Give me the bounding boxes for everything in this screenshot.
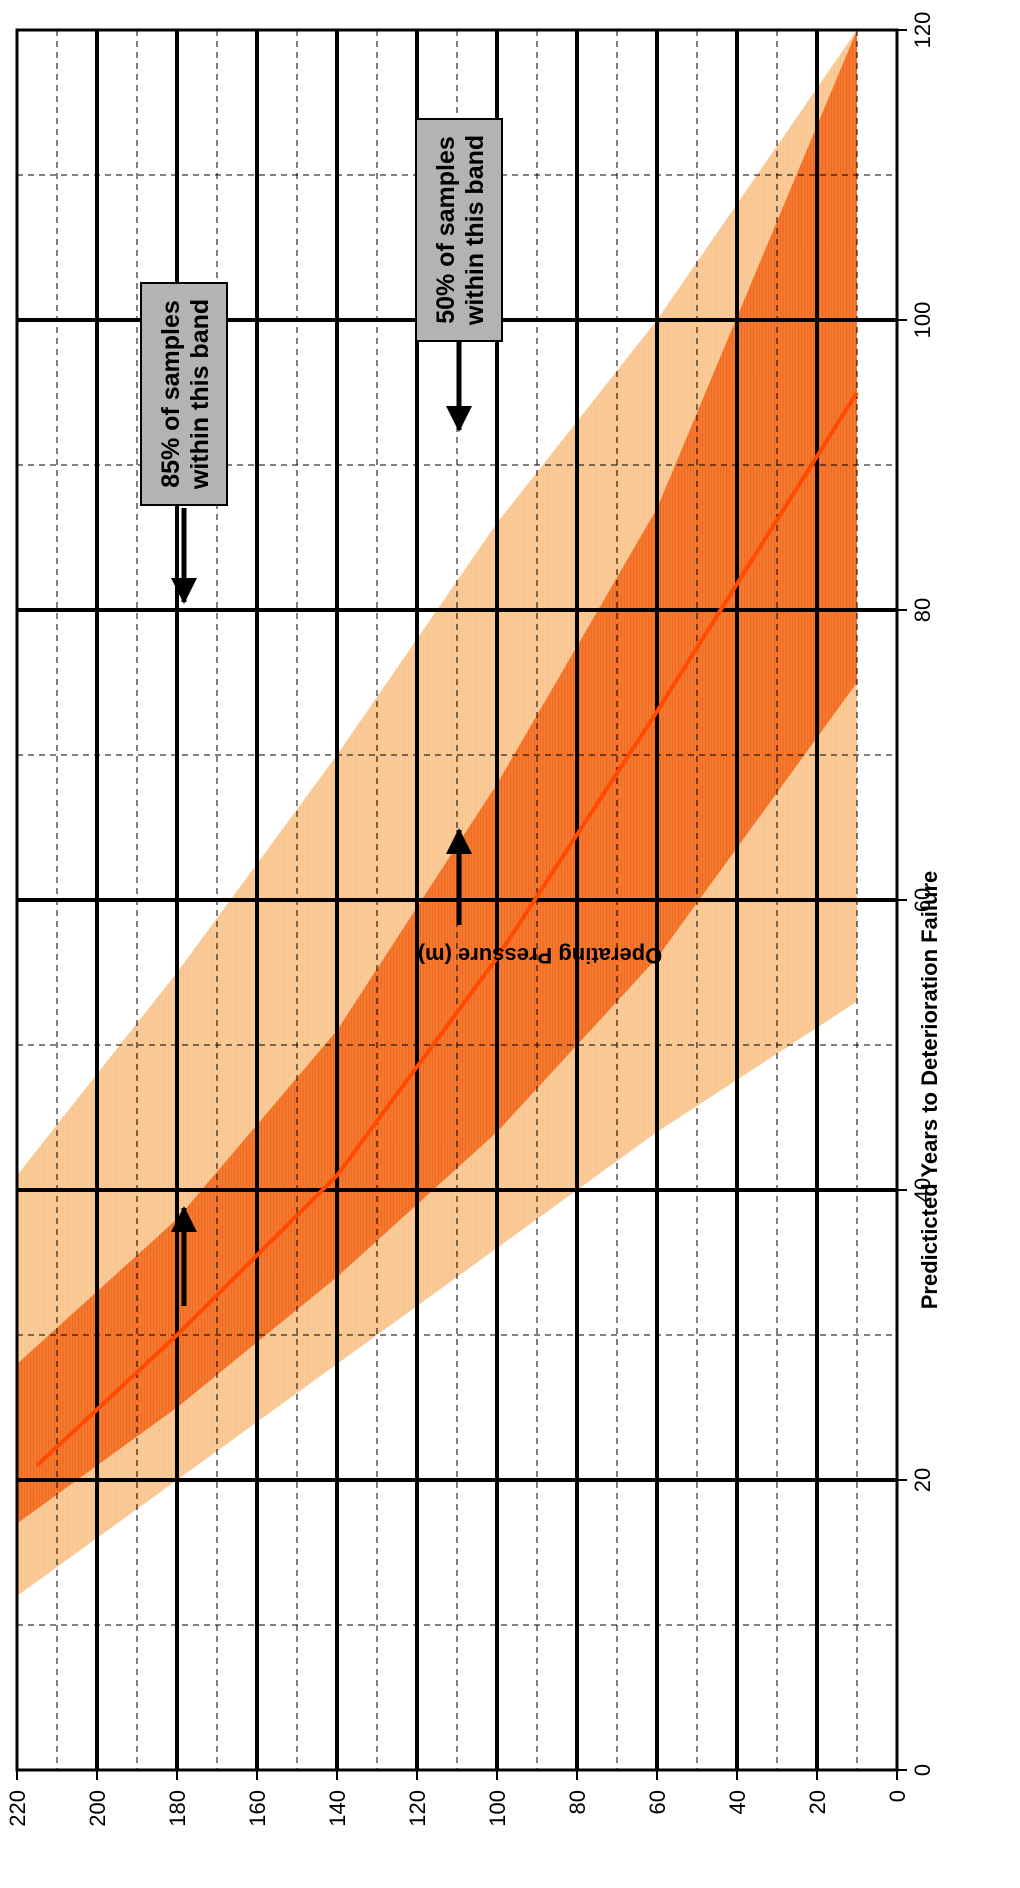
median-line [35, 391, 859, 1467]
y-tick-label: 20 [805, 1790, 830, 1814]
arrow-50-upper-head [446, 406, 472, 432]
y-tick-label: 140 [325, 1790, 350, 1827]
annotation-text: 50% of sampleswithin this band [432, 135, 489, 326]
x-tick-label: 100 [910, 302, 935, 339]
annotation-85pct: 85% of sampleswithin this band [140, 282, 228, 506]
x-tick-label: 60 [910, 888, 935, 912]
x-tick-label: 40 [910, 1178, 935, 1202]
annotation-line: within this band [461, 135, 489, 326]
arrow-85-lower-head [171, 1206, 197, 1232]
y-tick-label: 200 [85, 1790, 110, 1827]
y-tick-label: 60 [645, 1790, 670, 1814]
annotation-50pct: 50% of sampleswithin this band [415, 118, 503, 342]
annotation-box [140, 282, 228, 506]
y-tick-label: 180 [165, 1790, 190, 1827]
annotation-text: 85% of sampleswithin this band [157, 299, 214, 490]
y-tick-label: 220 [5, 1790, 30, 1827]
annotation-line: within this band [186, 299, 214, 490]
annotation-line: 50% of samples [432, 136, 460, 324]
y-tick-label: 160 [245, 1790, 270, 1827]
x-tick-label: 0 [910, 1764, 935, 1776]
y-tick-label: 120 [405, 1790, 430, 1827]
arrow-50-lower-head [446, 828, 472, 854]
y-tick-label: 100 [485, 1790, 510, 1827]
axes: 0 20 40 60 80 100 120 0 20 40 60 80 100 120 140 160 180 2… [5, 12, 935, 1827]
x-tick-label: 20 [910, 1468, 935, 1492]
x-axis-title: Predicticted Years to Deterioration Fail… [917, 871, 942, 1310]
x-tick-label: 120 [910, 12, 935, 49]
x-tick-label: 80 [910, 598, 935, 622]
y-tick-label: 80 [565, 1790, 590, 1814]
band-50pct [17, 30, 857, 1524]
annotation-line: 85% of samples [157, 300, 185, 488]
y-tick-label: 0 [885, 1790, 910, 1802]
y-tick-label: 40 [725, 1790, 750, 1814]
arrow-85-upper-head [171, 578, 197, 604]
y-axis-title: Operating Pressure (m) [418, 943, 663, 968]
